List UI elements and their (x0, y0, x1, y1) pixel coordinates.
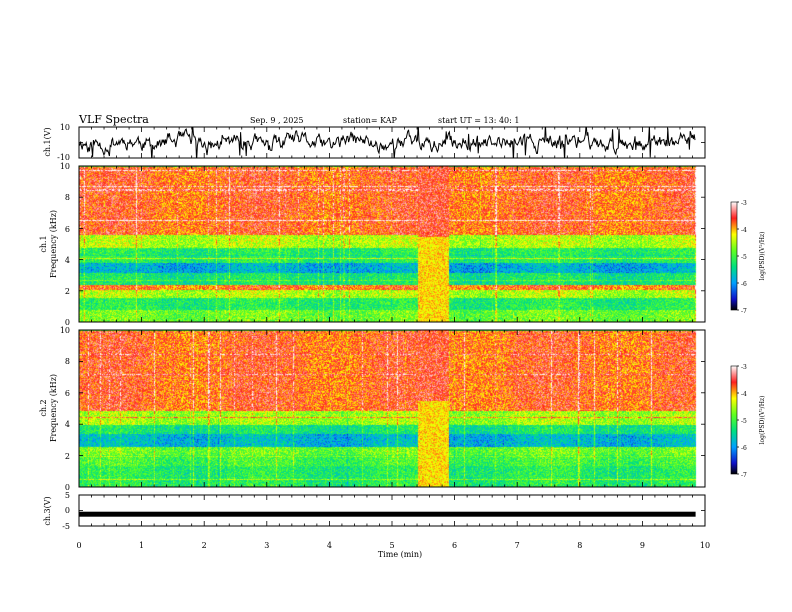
ch2-spectrogram-ylabel-1: ch.2 (39, 399, 48, 416)
ch1-spectrogram-panel: 0 2 4 6 8 10 ch.1 Frequency (kHz) (39, 162, 706, 327)
ch3-ytick-m5: -5 (62, 522, 70, 531)
ch3-waveform-band (79, 511, 696, 517)
figure-title: VLF Spectra (78, 113, 149, 126)
x-tick-label: 7 (515, 541, 520, 550)
cb2-label: log(PSD)(V²/Hz) (759, 396, 766, 445)
ch2-ytick-8: 8 (65, 357, 70, 366)
cb1-tick-5: -5 (741, 254, 747, 261)
ch3-waveform-ylabel: ch.3(V) (43, 496, 52, 525)
ch2-ytick-4: 4 (65, 420, 70, 429)
x-tick-label: 9 (640, 541, 645, 550)
cb1-label: log(PSD)(V²/Hz) (759, 232, 766, 281)
x-tick-label: 5 (389, 541, 394, 550)
ch1-ytick-2: 2 (65, 287, 70, 296)
ch1-ytick-0: 0 (65, 318, 70, 327)
ch2-spectrogram-ylabel-2: Frequency (kHz) (49, 374, 58, 442)
ch2-colorbar: -3 -4 -5 -6 -7 log(PSD)(V²/Hz) (730, 364, 766, 479)
ch1-waveform-line (79, 127, 696, 158)
start-time-label: start UT = 13: 40: 1 (438, 116, 519, 125)
ch1-spectrogram-ylabel-1: ch.1 (39, 235, 48, 252)
ch3-waveform-panel: 5 0 -5 ch.3(V) (43, 491, 706, 531)
station-label: station= KAP (343, 116, 398, 125)
x-axis-tick-labels: 0 1 2 3 4 5 6 7 8 9 10 (76, 541, 710, 550)
ch1-ytick-10: 10 (60, 162, 70, 171)
ch2-ytick-0: 0 (65, 483, 70, 492)
cb1-tick-7: -7 (741, 308, 747, 315)
x-tick-label: 0 (76, 541, 81, 550)
ch1-ytick-bottom: -10 (57, 153, 70, 162)
ch1-ytick-top: 10 (60, 123, 70, 132)
ch2-ytick-10: 10 (60, 326, 70, 335)
x-tick-label: 4 (327, 541, 332, 550)
ch1-waveform-panel: 10 -10 ch.1(V) (43, 123, 706, 162)
cb1-tick-4: -4 (741, 227, 747, 234)
ch1-ytick-4: 4 (65, 256, 70, 265)
date-label: Sep. 9 , 2025 (250, 116, 304, 125)
x-tick-label: 10 (700, 541, 710, 550)
x-tick-label: 6 (452, 541, 457, 550)
cb2-tick-7: -7 (741, 472, 747, 479)
ch1-ytick-8: 8 (65, 193, 70, 202)
cb2-tick-4: -4 (741, 391, 747, 398)
ch3-ytick-0: 0 (65, 506, 70, 515)
cb2-tick-3: -3 (741, 364, 747, 371)
cb1-tick-3: -3 (741, 200, 747, 207)
x-tick-label: 8 (577, 541, 582, 550)
ch1-waveform-ylabel: ch.1(V) (43, 127, 52, 156)
x-tick-label: 1 (139, 541, 144, 550)
ch1-spectrogram-ylabel-2: Frequency (kHz) (49, 210, 58, 278)
ch2-spectrogram-image (79, 330, 705, 487)
x-tick-label: 2 (202, 541, 207, 550)
ch1-colorbar: -3 -4 -5 -6 -7 log(PSD)(V²/Hz) (730, 200, 766, 315)
cb1-tick-6: -6 (741, 281, 747, 288)
ch1-ytick-6: 6 (65, 225, 70, 234)
ch3-ytick-5: 5 (65, 491, 70, 500)
ch1-spectrogram-image (79, 166, 705, 322)
ch2-ytick-2: 2 (65, 452, 70, 461)
cb2-tick-6: -6 (741, 445, 747, 452)
x-axis-label: Time (min) (378, 550, 422, 559)
ch2-ytick-6: 6 (65, 389, 70, 398)
x-tick-label: 3 (264, 541, 269, 550)
ch2-spectrogram-panel: 0 2 4 6 8 10 ch.2 Frequency (kHz) (39, 326, 706, 492)
cb2-tick-5: -5 (741, 418, 747, 425)
